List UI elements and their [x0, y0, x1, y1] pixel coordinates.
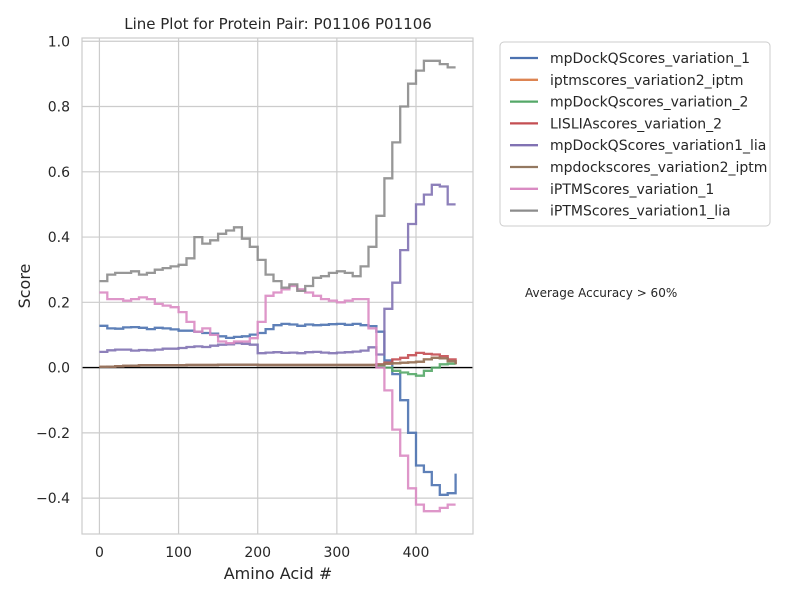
x-tick-labels: 0 100 200 300 400: [95, 545, 429, 561]
legend-label: mpdockscores_variation2_iptm: [550, 160, 767, 176]
x-axis-label: Amino Acid #: [224, 564, 333, 583]
legend-label: LISLIAscores_variation_2: [550, 116, 722, 132]
legend: mpDockQScores_variation_1 iptmscores_vari…: [499, 41, 771, 227]
x-tick-label: 400: [403, 545, 430, 561]
y-tick-label: 0.0: [48, 361, 70, 377]
legend-label: iPTMScores_variation_1: [550, 182, 714, 198]
y-axis-label: Score: [15, 264, 34, 309]
legend-label: mpDockQscores_variation_2: [550, 95, 748, 111]
series-line-mpdockscores-variation2-iptm: [99, 356, 457, 369]
chart-title: Line Plot for Protein Pair: P01106 P0110…: [124, 15, 432, 33]
y-tick-label: 0.6: [48, 165, 70, 181]
x-tick-label: 0: [95, 545, 104, 561]
y-tick-label: −0.4: [36, 491, 70, 507]
x-tick-label: 200: [244, 545, 271, 561]
accuracy-annotation: Average Accuracy > 60%: [525, 286, 677, 300]
series-lines: [99, 59, 457, 513]
series-line-mpdockqscores-variation1-lia: [99, 183, 456, 356]
x-tick-label: 100: [165, 545, 192, 561]
y-tick-label: 0.4: [48, 230, 70, 246]
legend-label: iptmscores_variation2_iptm: [550, 73, 744, 89]
y-tick-label: −0.2: [36, 426, 70, 442]
grid: [82, 38, 473, 534]
x-tick-label: 300: [323, 545, 350, 561]
legend-label: mpDockQScores_variation1_lia: [550, 138, 766, 154]
y-tick-labels: −0.4 −0.2 0.0 0.2 0.4 0.6 0.8 1.0: [36, 34, 70, 507]
y-tick-label: 0.2: [48, 295, 70, 311]
series-line-mpdockqscores-variation-1: [99, 322, 457, 496]
series-line-iptmscores-variation1-lia: [99, 59, 456, 293]
plot-frame: [81, 37, 474, 535]
y-tick-label: 1.0: [48, 34, 70, 50]
series-line-iptmscores-variation-1: [99, 284, 456, 513]
y-tick-label: 0.8: [48, 100, 70, 116]
legend-label: mpDockQScores_variation_1: [550, 51, 750, 67]
legend-frame: [499, 41, 771, 227]
legend-label: iPTMScores_variation1_lia: [550, 204, 731, 220]
